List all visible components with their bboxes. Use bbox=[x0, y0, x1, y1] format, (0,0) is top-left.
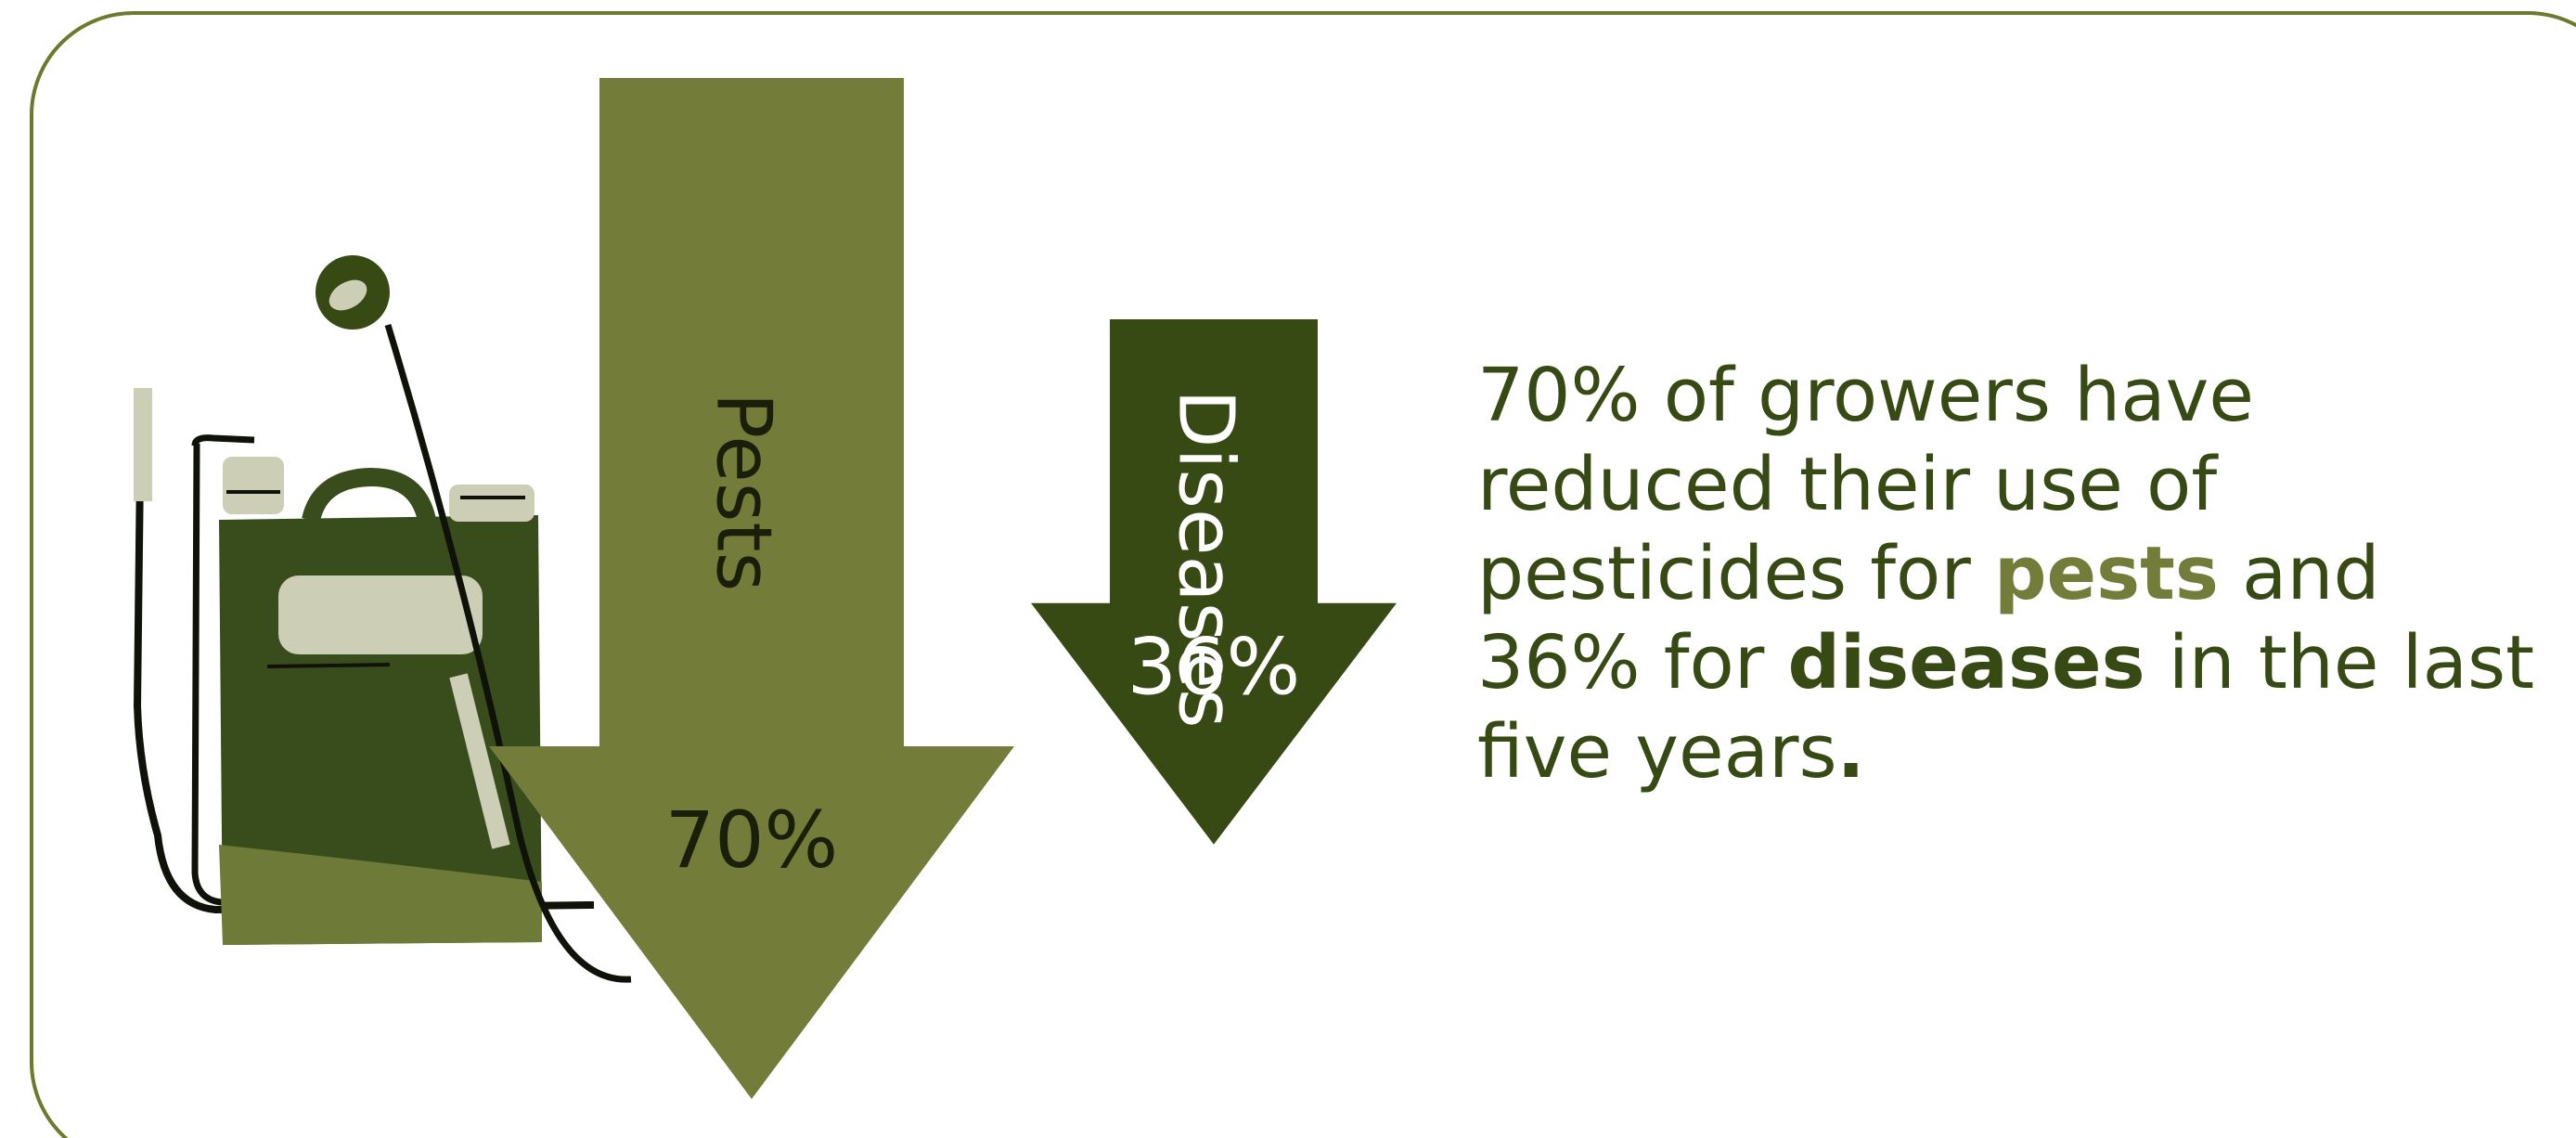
statement-text: 36% for bbox=[1477, 620, 1788, 705]
arrow-pests bbox=[489, 78, 1014, 1099]
arrow-label-pests: Pests bbox=[700, 393, 788, 592]
statement-line-2: reduced their use of bbox=[1477, 442, 2218, 527]
backpack-sprayer-icon bbox=[133, 255, 632, 983]
statement-text: pesticides for bbox=[1477, 531, 1994, 616]
statement-line-1: 70% of growers have bbox=[1477, 353, 2254, 438]
statement-text: five years bbox=[1477, 709, 1837, 795]
frame-border bbox=[30, 11, 2576, 1138]
summary-statement: 70% of growers have reduced their use of… bbox=[1477, 351, 2572, 796]
statement-line-3: pesticides for pests and bbox=[1477, 529, 2572, 618]
statement-line-4: 36% for diseases in the last bbox=[1477, 618, 2572, 707]
statement-text: in the last bbox=[2145, 620, 2535, 705]
statement-text: and bbox=[2218, 531, 2380, 616]
statement-period: . bbox=[1836, 709, 1865, 795]
value-label-diseases: 36% bbox=[1127, 622, 1301, 713]
emphasis-diseases: diseases bbox=[1787, 620, 2145, 705]
statement-line-5: five years. bbox=[1477, 707, 2572, 796]
emphasis-pests: pests bbox=[1993, 531, 2219, 616]
value-label-pests: 70% bbox=[665, 795, 839, 886]
arrow-diseases bbox=[1031, 319, 1397, 845]
arrow-label-diseases: Diseases bbox=[1162, 389, 1250, 728]
